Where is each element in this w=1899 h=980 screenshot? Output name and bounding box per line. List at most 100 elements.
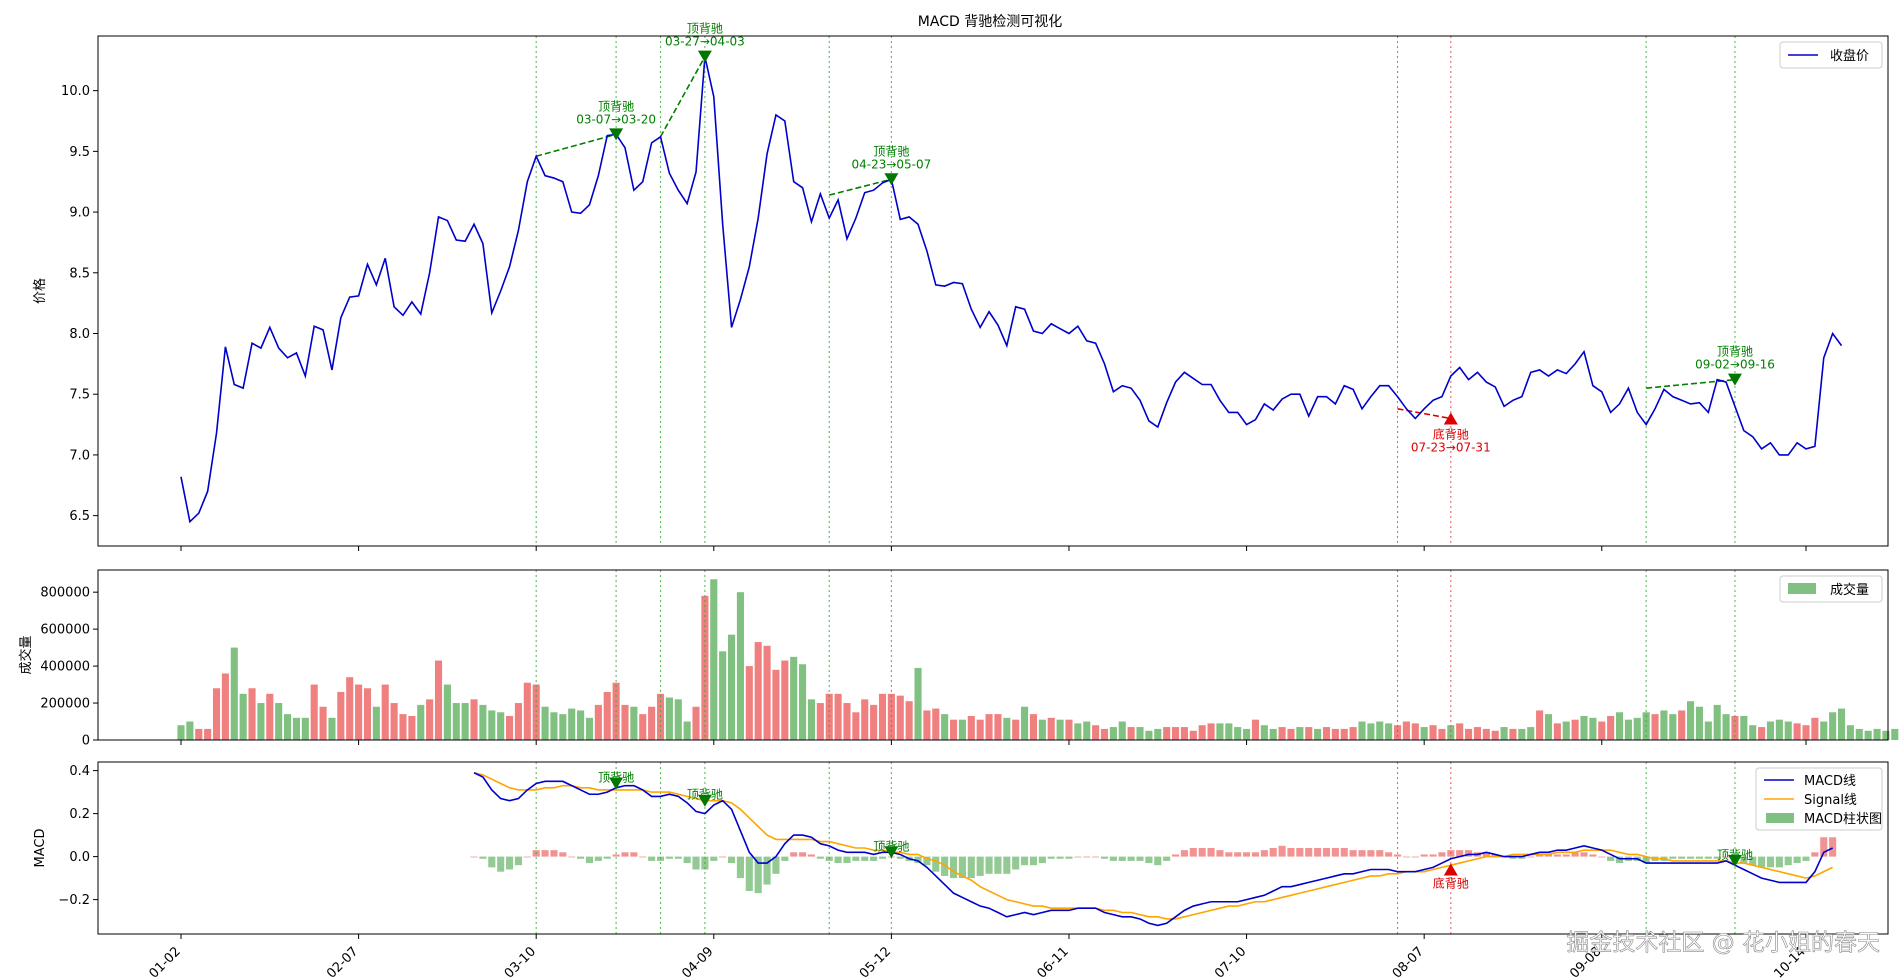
volume-bar [994,714,1002,740]
volume-bar [319,706,327,740]
volume-bar [514,703,522,740]
macd-histogram-bar [1402,856,1410,858]
macd-histogram-bar [1314,848,1322,857]
macd-histogram-bar [1021,856,1029,866]
volume-y-label: 成交量 [18,635,34,674]
y-tick-label: 0 [82,734,90,749]
volume-bar [1003,717,1011,740]
macd-histogram-bar [1740,856,1748,864]
macd-histogram-bar [1047,856,1055,859]
volume-bar [1891,728,1899,740]
macd-histogram-bar [710,856,718,861]
macd-top-marker [609,777,624,790]
macd-top-marker [1727,854,1742,867]
macd-histogram-bar [1038,856,1046,864]
volume-bar [1864,730,1872,740]
macd-histogram-bar [1065,856,1073,859]
volume-bar [665,697,673,740]
price-y-ticks: 6.5 7.0 7.5 8.0 8.5 9.0 9.5 10.0 [61,84,98,524]
macd-histogram-bar [648,856,656,861]
volume-bar [1678,710,1686,740]
histogram-legend-swatch [1766,813,1794,823]
macd-histogram-bar [621,852,629,857]
volume-bar [1571,719,1579,740]
x-tick-label: 02-07 [324,944,361,980]
macd-histogram-bar [1491,854,1499,857]
volume-bar [1287,728,1295,740]
volume-bar [905,701,913,740]
volume-bar [710,579,718,740]
date-x-ticks: 01-02 02-07 03-10 04-09 05-12 06-11 07-10 08-07… [147,934,1809,980]
macd-histogram-bar [1589,854,1597,857]
y-tick-label: 6.5 [69,509,90,524]
volume-bar [1331,728,1339,740]
macd-histogram-bar [577,856,585,859]
volume-bar [443,684,451,740]
y-tick-label: 8.0 [69,327,90,342]
volume-bar [470,699,478,740]
volume-bar [195,728,203,740]
volume-bar [1376,721,1384,740]
macd-histogram-bar [790,852,798,857]
y-tick-label: 200000 [40,697,90,712]
volume-bar [1607,715,1615,740]
macd-histogram-bar [1074,856,1082,858]
macd-histogram-bar [1163,856,1171,861]
x-tick-label: 07-10 [1212,944,1249,980]
divergence-connector [1397,407,1451,420]
volume-bar [1518,728,1526,740]
volume-bar [1100,728,1109,740]
macd-histogram-bar [1722,856,1730,858]
volume-bars [177,579,1899,740]
macd-histogram-bar [523,856,531,858]
volume-bar [1553,723,1561,740]
volume-bar [1846,725,1854,740]
macd-histogram-bar [665,856,673,859]
volume-bar [1793,723,1801,740]
divergence-connector [535,133,617,157]
macd-histogram-bar [1376,850,1384,857]
macd-histogram-bar [1465,850,1473,857]
macd-marker-label: 底背驰 [1433,876,1469,891]
volume-bar [958,719,966,740]
volume-bar [1109,727,1117,740]
volume-bar [1278,727,1286,740]
macd-histogram-bar [585,856,594,864]
macd-histogram-bar [985,856,993,874]
macd-histogram-bar [1811,852,1819,857]
macd-legend: MACD线 Signal线 MACD柱状图 [1755,767,1883,831]
volume-bar [914,667,922,740]
price-legend-box [1779,41,1883,69]
close-price-legend-label: 收盘价 [1830,48,1869,64]
macd-legend-label: MACD线 [1804,774,1856,789]
volume-bar [577,710,585,740]
macd-histogram-bar [506,856,514,870]
volume-panel: 0 200000 400000 600000 800000 成交量 成交量 [18,569,1899,749]
volume-bar [1820,721,1828,740]
macd-histogram-bar [497,856,505,872]
macd-histogram-bar [1003,856,1011,874]
macd-histogram-bar [1793,856,1801,864]
volume-bar [1615,712,1624,740]
volume-bar [1438,728,1446,740]
volume-bar [1385,723,1393,740]
macd-histogram-bar [603,856,611,859]
volume-bar [1562,721,1570,740]
volume-bar [559,714,567,740]
divergence-date-range: 09-02→09-16 [1695,358,1775,372]
volume-bar [585,717,594,740]
volume-bar [790,656,798,740]
volume-legend: 成交量 [1779,575,1883,603]
macd-histogram-bar [1092,856,1100,858]
macd-histogram-bar [470,856,478,858]
volume-bar [541,706,549,740]
volume-x-tickmarks [180,740,1807,745]
macd-histogram-bar [1775,856,1783,868]
volume-bar [532,684,540,740]
volume-bar [1021,706,1029,740]
watermark: 掘金技术社区 @ 花小姐的春天 [1566,930,1880,956]
volume-bar [1775,719,1783,740]
volume-bar [727,634,736,740]
